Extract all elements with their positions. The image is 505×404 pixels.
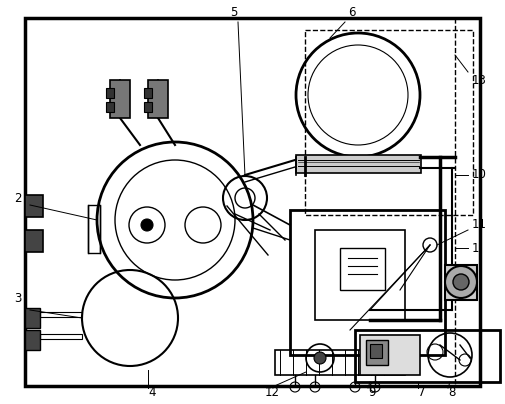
Bar bbox=[295, 155, 420, 173]
Bar bbox=[25, 308, 40, 328]
Bar bbox=[305, 30, 472, 215]
Text: 9: 9 bbox=[367, 385, 375, 398]
Bar bbox=[339, 248, 384, 290]
Bar bbox=[25, 330, 40, 350]
Text: 8: 8 bbox=[447, 385, 454, 398]
Bar bbox=[359, 335, 419, 375]
Bar bbox=[369, 344, 381, 358]
Bar bbox=[355, 330, 499, 382]
Bar bbox=[88, 205, 100, 253]
Bar bbox=[40, 312, 82, 317]
Text: 3: 3 bbox=[14, 292, 21, 305]
Bar bbox=[315, 230, 404, 320]
Bar bbox=[444, 265, 476, 300]
Text: 2: 2 bbox=[14, 191, 21, 204]
Text: 4: 4 bbox=[147, 385, 155, 398]
Bar bbox=[25, 18, 479, 386]
Bar bbox=[106, 88, 114, 98]
Text: 13: 13 bbox=[471, 74, 486, 86]
Circle shape bbox=[141, 219, 153, 231]
Bar bbox=[289, 210, 444, 355]
Text: 11: 11 bbox=[471, 219, 486, 231]
Circle shape bbox=[452, 274, 468, 290]
Bar bbox=[25, 230, 43, 252]
Text: 7: 7 bbox=[417, 385, 425, 398]
Text: 5: 5 bbox=[230, 6, 237, 19]
Circle shape bbox=[444, 266, 476, 298]
Circle shape bbox=[314, 352, 325, 364]
Text: 6: 6 bbox=[347, 6, 355, 19]
Bar bbox=[25, 195, 43, 217]
Text: 10: 10 bbox=[471, 168, 486, 181]
Bar bbox=[106, 102, 114, 112]
Bar bbox=[40, 334, 82, 339]
Text: 1: 1 bbox=[471, 242, 479, 255]
Bar bbox=[144, 88, 152, 98]
Bar bbox=[144, 102, 152, 112]
Bar bbox=[365, 340, 387, 365]
Bar bbox=[274, 350, 404, 375]
Bar bbox=[147, 80, 168, 118]
Bar bbox=[110, 80, 130, 118]
Text: 12: 12 bbox=[265, 385, 279, 398]
